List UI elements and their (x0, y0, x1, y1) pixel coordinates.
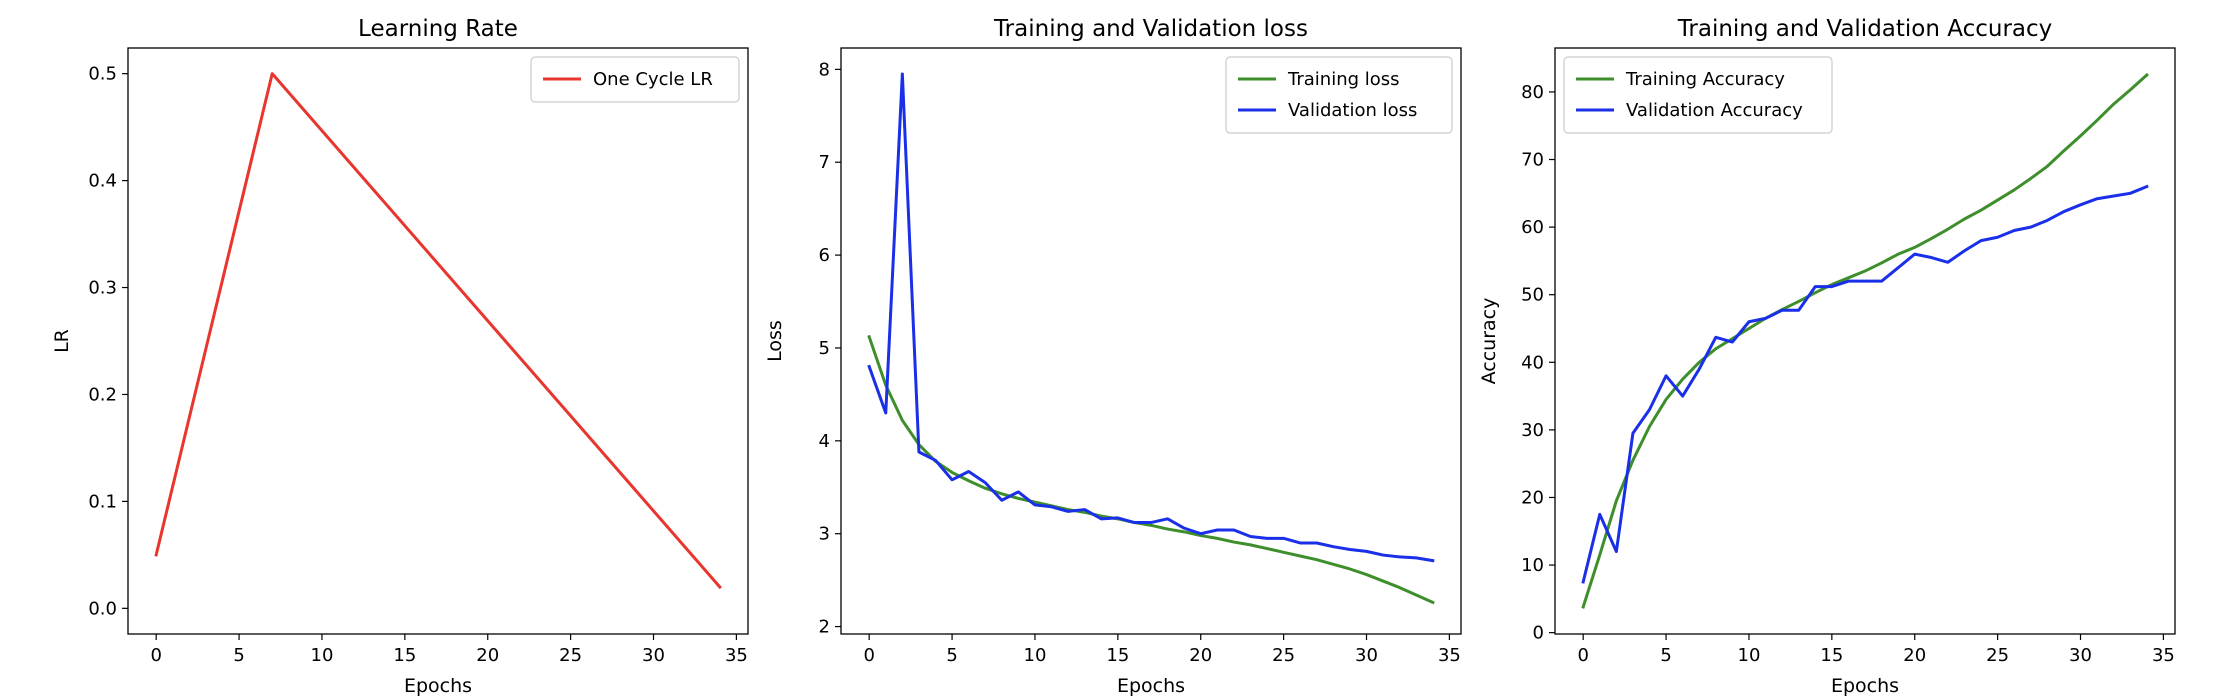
legend-label: Validation Accuracy (1626, 100, 1803, 121)
x-axis-label: Epochs (1117, 675, 1185, 696)
y-axis-label: LR (51, 329, 73, 353)
x-tick-label: 25 (1986, 645, 2009, 666)
x-tick-label: 20 (1189, 645, 1212, 666)
x-tick-label: 30 (642, 645, 665, 666)
x-tick-label: 0 (150, 645, 161, 666)
x-tick-label: 35 (1438, 645, 1461, 666)
series-line-training-loss (867, 334, 1435, 605)
legend-label: Validation loss (1288, 100, 1417, 121)
x-tick-label: 25 (559, 645, 582, 666)
x-tick-label: 25 (1272, 645, 1295, 666)
y-tick-label: 3 (819, 524, 830, 545)
y-tick-label: 0.0 (88, 598, 117, 619)
legend-box (530, 56, 740, 103)
x-axis-label: Epochs (404, 675, 472, 696)
y-tick-label: 0.5 (88, 64, 117, 85)
y-tick-label: 0.1 (88, 491, 117, 512)
legend: Training Accuracy Validation Accuracy (1563, 56, 1833, 134)
y-tick-label: 4 (819, 431, 830, 452)
axes-frame (1554, 47, 2176, 635)
x-tick-label: 30 (2069, 645, 2092, 666)
x-tick-label: 30 (1355, 645, 1378, 666)
y-tick-label: 8 (819, 59, 830, 80)
y-tick-label: 0 (1533, 623, 1544, 644)
x-tick-label: 20 (476, 645, 499, 666)
x-tick-label: 10 (1738, 645, 1761, 666)
series-line-training-accuracy (1581, 72, 2149, 609)
x-tick-label: 15 (393, 645, 416, 666)
y-tick-label: 0.2 (88, 384, 117, 405)
legend-label: One Cycle LR (593, 69, 713, 90)
legend-box (1225, 56, 1453, 134)
y-tick-label: 10 (1521, 555, 1544, 576)
y-tick-label: 80 (1521, 82, 1544, 103)
x-tick-label: 0 (1577, 645, 1588, 666)
x-tick-label: 10 (1024, 645, 1047, 666)
series-line-validation-accuracy (1581, 184, 2149, 584)
y-axis-label: Accuracy (1478, 298, 1500, 385)
legend-label: Training loss (1287, 69, 1400, 90)
chart-panel-loss: 0 5 10 15 20 25 30 35 2 3 4 5 6 7 8 Training and Valida… (764, 16, 1462, 696)
x-tick-label: 5 (1660, 645, 1671, 666)
chart-title: Training and Validation Accuracy (1677, 16, 2053, 42)
x-tick-label: 0 (863, 645, 874, 666)
x-tick-label: 15 (1820, 645, 1843, 666)
series-line-one-cycle-lr (154, 72, 722, 590)
x-tick-label: 5 (946, 645, 957, 666)
y-tick-label: 20 (1521, 487, 1544, 508)
y-tick-label: 50 (1521, 285, 1544, 306)
y-axis-label: Loss (764, 320, 786, 362)
y-tick-label: 0.3 (88, 278, 117, 299)
axes-frame (840, 47, 1462, 635)
x-tick-label: 15 (1106, 645, 1129, 666)
y-tick-label: 70 (1521, 150, 1544, 171)
y-tick-label: 30 (1521, 420, 1544, 441)
y-tick-label: 7 (819, 152, 830, 173)
x-tick-label: 35 (2152, 645, 2175, 666)
legend: One Cycle LR (530, 56, 740, 103)
legend: Training loss Validation loss (1225, 56, 1453, 134)
y-tick-label: 0.4 (88, 171, 117, 192)
chart-panel-lr: 0 5 10 15 20 25 30 35 0.0 0.1 0.2 0.3 0.4 0.5 Learning… (51, 16, 749, 696)
chart-title: Learning Rate (358, 16, 518, 42)
x-axis-label: Epochs (1831, 675, 1899, 696)
x-tick-label: 20 (1903, 645, 1926, 666)
axes-frame (127, 47, 749, 635)
chart-panel-accuracy: 0 5 10 15 20 25 30 35 0 10 20 30 40 50 60 70 80 Training … (1478, 16, 2176, 696)
y-tick-label: 40 (1521, 352, 1544, 373)
chart-title: Training and Validation loss (993, 16, 1308, 42)
x-tick-label: 35 (725, 645, 748, 666)
y-tick-label: 5 (819, 338, 830, 359)
series-line-validation-loss (867, 72, 1435, 563)
legend-label: Training Accuracy (1625, 69, 1785, 90)
legend-box (1563, 56, 1833, 134)
y-tick-label: 6 (819, 245, 830, 266)
y-tick-label: 60 (1521, 217, 1544, 238)
x-tick-label: 5 (233, 645, 244, 666)
y-tick-label: 2 (819, 617, 830, 638)
x-tick-label: 10 (311, 645, 334, 666)
